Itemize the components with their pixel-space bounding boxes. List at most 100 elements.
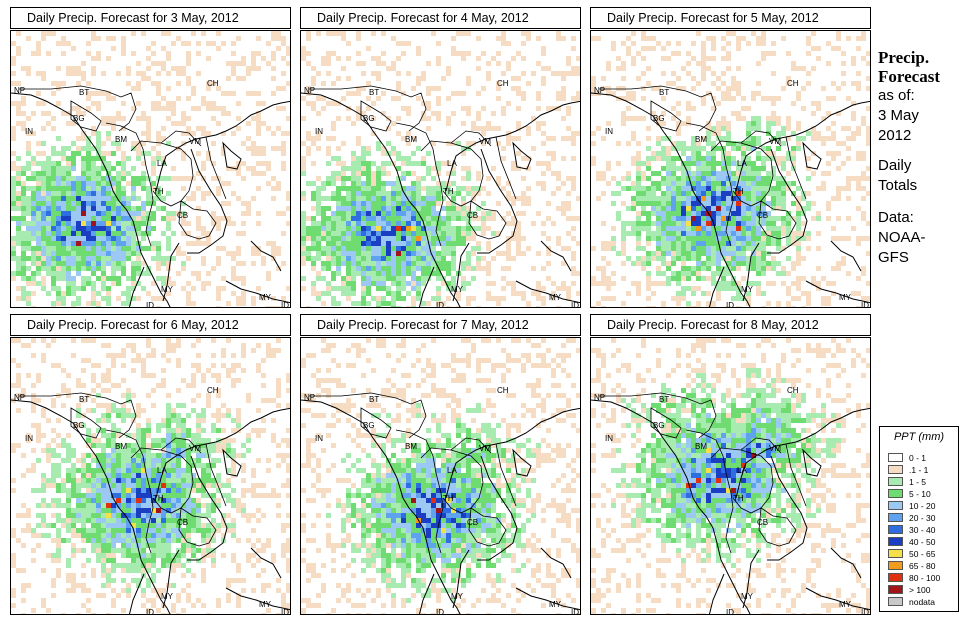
country-label-bg: BG (73, 421, 85, 430)
country-label-ch: CH (787, 79, 799, 88)
country-label-bm: BM (115, 135, 127, 144)
legend-label: 30 - 40 (909, 525, 936, 535)
country-label-la: LA (157, 159, 167, 168)
legend-item: > 100 (888, 585, 931, 595)
country-label-th: TH (153, 494, 164, 503)
legend-swatch (888, 537, 903, 546)
country-borders (309, 392, 517, 554)
legend-item: 10 - 20 (888, 501, 935, 511)
country-label-in: IN (315, 434, 323, 443)
legend-item: 5 - 10 (888, 489, 931, 499)
country-label-id: ID (436, 608, 444, 615)
legend-label: 20 - 30 (909, 513, 936, 523)
coastline (591, 399, 870, 614)
country-label-id2: ID (281, 301, 289, 308)
legend-label: 40 - 50 (909, 537, 936, 547)
coastline (11, 92, 290, 307)
legend-item: 80 - 100 (888, 573, 940, 583)
country-label-my2: MY (839, 293, 851, 302)
panel-title: Daily Precip. Forecast for 7 May, 2012 (300, 314, 581, 336)
country-label-cb: CB (177, 518, 189, 527)
data-source-2: GFS (878, 249, 909, 266)
totals-line-2: Totals (878, 177, 918, 194)
country-label-cb: CB (757, 211, 769, 220)
country-label-my2: MY (549, 600, 561, 609)
legend-swatch (888, 573, 903, 582)
panel-title: Daily Precip. Forecast for 5 May, 2012 (590, 7, 871, 29)
legend-swatch (888, 597, 903, 606)
legend-item: nodata (888, 597, 935, 607)
legend-item: 30 - 40 (888, 525, 935, 535)
country-label-th: TH (733, 494, 744, 503)
country-borders (599, 85, 807, 247)
country-label-id: ID (146, 301, 154, 308)
country-label-in: IN (25, 434, 33, 443)
legend-swatch (888, 453, 903, 462)
as-of-date: 3 May (878, 107, 919, 124)
country-label-bm: BM (115, 442, 127, 451)
totals-line-1: Daily (878, 157, 912, 174)
country-label-ch: CH (497, 79, 509, 88)
heading-line-2: Forecast (878, 67, 940, 86)
country-label-id: ID (436, 301, 444, 308)
country-label-th: TH (443, 494, 454, 503)
country-label-my2: MY (259, 600, 271, 609)
forecast-info: Precip. Forecast as of: 3 May 2012 Daily… (878, 48, 963, 268)
country-label-np: NP (14, 393, 26, 402)
country-label-ch: CH (207, 386, 219, 395)
precip-map: NP BT BG IN BM CH VM LA TH CB MY ID MY ID (300, 337, 581, 615)
country-label-bg: BG (363, 421, 375, 430)
coastline (301, 92, 580, 307)
country-label-vm: VM (479, 444, 491, 453)
country-label-my: MY (451, 592, 463, 601)
data-label: Data: (878, 209, 914, 226)
country-label-la: LA (737, 466, 747, 475)
legend-label: 80 - 100 (909, 573, 941, 583)
country-label-bt: BT (79, 395, 90, 404)
country-label-th: TH (153, 187, 164, 196)
country-label-bm: BM (695, 135, 707, 144)
country-label-vm: VM (769, 137, 781, 146)
country-label-np: NP (14, 86, 26, 95)
country-label-np: NP (594, 86, 606, 95)
country-label-th: TH (443, 187, 454, 196)
as-of-label: as of: (878, 87, 915, 104)
precip-field (11, 31, 290, 307)
legend-swatch (888, 513, 903, 522)
country-label-my: MY (161, 592, 173, 601)
precip-map: NP BT BG IN BM CH VM LA TH CB MY ID MY ID (590, 30, 871, 308)
country-label-cb: CB (467, 518, 479, 527)
legend-item: 0 - 1 (888, 453, 926, 463)
legend-item: 20 - 30 (888, 513, 935, 523)
legend-label: 1 - 5 (909, 477, 927, 487)
coastline (11, 399, 290, 614)
country-label-in: IN (605, 127, 613, 136)
country-label-bg: BG (73, 114, 85, 123)
precip-field (591, 31, 870, 307)
panel-title: Daily Precip. Forecast for 6 May, 2012 (10, 314, 291, 336)
legend-swatch (888, 561, 903, 570)
country-label-vm: VM (769, 444, 781, 453)
legend-item: 65 - 80 (888, 561, 935, 571)
precip-map: NP BT BG IN BM CH VM LA TH CB MY ID MY ID (300, 30, 581, 308)
country-label-vm: VM (189, 137, 201, 146)
country-label-la: LA (737, 159, 747, 168)
precip-field (301, 338, 580, 614)
country-label-bm: BM (405, 442, 417, 451)
country-label-bg: BG (653, 114, 665, 123)
country-label-in: IN (315, 127, 323, 136)
country-borders (599, 392, 807, 554)
as-of-year: 2012 (878, 127, 912, 144)
country-label-bt: BT (369, 88, 380, 97)
country-label-bm: BM (695, 442, 707, 451)
country-label-id: ID (726, 608, 734, 615)
country-label-th: TH (733, 187, 744, 196)
panel-title: Daily Precip. Forecast for 4 May, 2012 (300, 7, 581, 29)
coastline (591, 92, 870, 307)
country-borders (309, 85, 517, 247)
country-label-my: MY (451, 285, 463, 294)
country-label-id2: ID (861, 608, 869, 615)
country-label-bt: BT (659, 395, 670, 404)
legend-label: nodata (909, 597, 935, 607)
country-label-in: IN (25, 127, 33, 136)
